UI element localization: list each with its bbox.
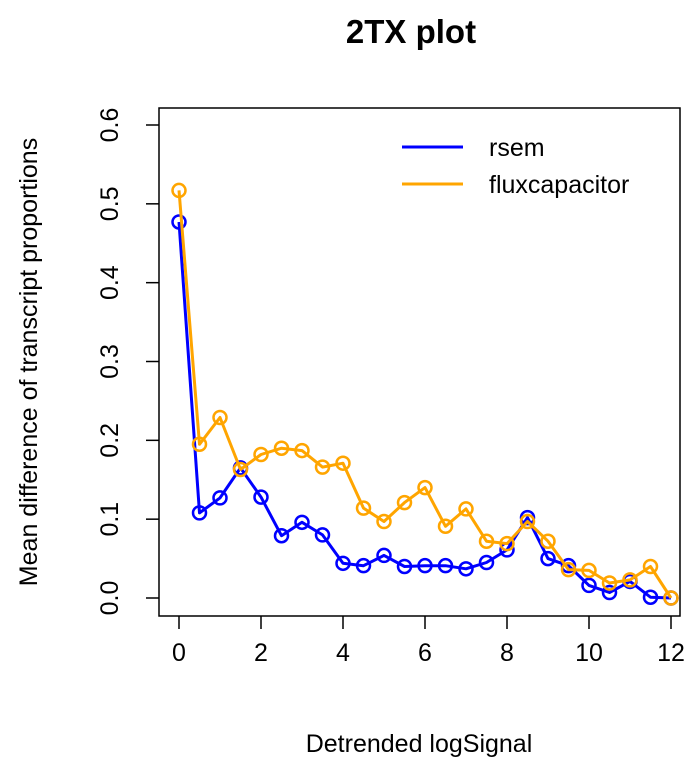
data-point-rsem: [437, 557, 454, 574]
y-tick-label: 0.5: [96, 186, 124, 221]
data-point-rsem: [478, 554, 495, 571]
y-tick-label: 0.3: [96, 344, 124, 379]
x-tick-label: 8: [500, 639, 514, 667]
x-tick-label: 10: [575, 639, 603, 667]
data-point-rsem: [396, 558, 413, 575]
data-point-rsem: [642, 589, 659, 605]
data-point-fluxcapacitor: [335, 455, 351, 471]
y-tick-label: 0.0: [96, 581, 124, 616]
data-point-rsem: [294, 514, 310, 531]
data-point-fluxcapacitor: [232, 461, 249, 478]
data-point-fluxcapacitor: [294, 442, 310, 459]
x-axis: 0 2 4 6 8 10 12: [172, 616, 685, 667]
data-point-rsem: [417, 557, 433, 574]
data-point-fluxcapacitor: [478, 533, 495, 549]
legend-label-fluxcapacitor: fluxcapacitor: [489, 171, 629, 199]
data-point-fluxcapacitor: [417, 479, 433, 496]
y-tick-label: 0.1: [96, 502, 124, 537]
data-point-fluxcapacitor: [622, 572, 638, 588]
data-point-fluxcapacitor: [499, 535, 515, 552]
data-point-fluxcapacitor: [355, 500, 372, 516]
data-point-fluxcapacitor: [437, 518, 454, 535]
data-point-rsem: [540, 550, 556, 567]
data-point-fluxcapacitor: [663, 590, 679, 606]
x-tick-label: 12: [657, 639, 685, 667]
data-point-fluxcapacitor: [253, 446, 269, 463]
y-tick-label: 0.6: [96, 108, 124, 143]
data-point-rsem: [376, 547, 392, 564]
data-point-rsem: [191, 505, 208, 521]
data-point-fluxcapacitor: [171, 182, 187, 199]
y-axis-label: Mean difference of transcript proportion…: [15, 138, 43, 586]
data-point-fluxcapacitor: [642, 558, 659, 575]
x-tick-label: 6: [418, 639, 432, 667]
data-point-rsem: [212, 490, 228, 506]
y-axis: 0.0 0.1 0.2 0.3 0.4 0.5 0.6: [96, 108, 159, 616]
data-point-rsem: [171, 214, 187, 230]
series-line-fluxcapacitor: [177, 190, 673, 599]
x-tick-label: 2: [254, 639, 268, 667]
legend: rsem fluxcapacitor: [402, 134, 629, 199]
data-point-rsem: [458, 561, 474, 577]
chart-title: 2TX plot: [346, 13, 476, 50]
data-point-fluxcapacitor: [396, 494, 413, 511]
data-point-fluxcapacitor: [314, 459, 331, 475]
data-point-fluxcapacitor: [191, 436, 208, 453]
data-point-fluxcapacitor: [273, 440, 290, 456]
series-line-rsem: [177, 221, 672, 600]
x-tick-label: 0: [172, 639, 186, 667]
data-point-rsem: [601, 584, 618, 601]
series-layer: [171, 182, 679, 606]
data-point-rsem: [253, 489, 269, 505]
x-axis-label: Detrended logSignal: [306, 730, 533, 758]
data-point-rsem: [355, 557, 372, 574]
data-point-fluxcapacitor: [212, 409, 228, 426]
data-point-fluxcapacitor: [458, 501, 474, 517]
series-fluxcapacitor: [171, 182, 679, 606]
series-rsem: [171, 214, 679, 606]
data-point-fluxcapacitor: [581, 562, 597, 579]
data-point-fluxcapacitor: [540, 533, 556, 549]
data-point-rsem: [314, 527, 331, 543]
data-point-fluxcapacitor: [560, 561, 577, 578]
data-point-fluxcapacitor: [519, 513, 536, 530]
data-point-rsem: [273, 527, 290, 544]
x-tick-label: 4: [336, 639, 350, 667]
legend-label-rsem: rsem: [489, 134, 545, 162]
data-point-fluxcapacitor: [601, 575, 618, 591]
y-tick-label: 0.2: [96, 423, 124, 458]
y-tick-label: 0.4: [96, 265, 124, 300]
data-point-fluxcapacitor: [376, 513, 392, 530]
data-point-rsem: [335, 555, 351, 572]
data-point-rsem: [581, 577, 597, 594]
